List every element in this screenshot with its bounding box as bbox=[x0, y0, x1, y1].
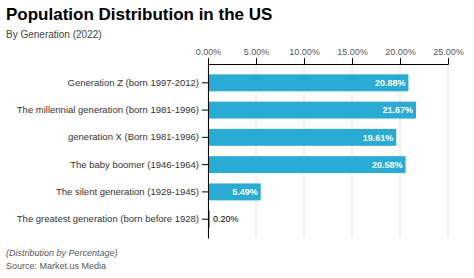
tick-mark bbox=[202, 219, 208, 220]
tick-mark bbox=[202, 137, 208, 138]
tick-label: 20.00% bbox=[385, 47, 416, 57]
tick: 20.00% bbox=[385, 47, 416, 64]
tick-label: 5.00% bbox=[244, 47, 270, 57]
tick-label: generation X (Born 1981-1996) bbox=[68, 131, 199, 142]
x-axis: 0.00% 5.00% 10.00% 15.00% 20.00% 25.00% bbox=[196, 47, 464, 65]
tick: The baby boomer (1946-1964) bbox=[70, 159, 208, 170]
tick-label: 0.00% bbox=[196, 47, 222, 57]
bar bbox=[208, 74, 408, 91]
data-label: 5.49% bbox=[232, 187, 258, 197]
subtitle: By Generation (2022) bbox=[6, 29, 102, 40]
tick-mark bbox=[202, 164, 208, 165]
annotation: (Distribution by Percentage) bbox=[6, 248, 118, 258]
tick: 25.00% bbox=[433, 47, 464, 64]
tick-label: The baby boomer (1946-1964) bbox=[70, 159, 199, 170]
tick-mark bbox=[448, 58, 449, 64]
grid bbox=[208, 64, 448, 238]
bars bbox=[208, 74, 416, 227]
bar bbox=[208, 129, 396, 146]
chart: Population Distribution in the US By Gene… bbox=[0, 0, 474, 278]
tick-label: 10.00% bbox=[289, 47, 320, 57]
tick-mark bbox=[208, 58, 209, 64]
tick-mark bbox=[202, 110, 208, 111]
tick: 0.00% bbox=[196, 47, 222, 64]
data-label: 20.88% bbox=[375, 78, 406, 88]
annotation: Source: Market.us Media bbox=[6, 261, 106, 271]
tick-mark bbox=[304, 58, 305, 64]
tick: 15.00% bbox=[337, 47, 368, 64]
bar bbox=[208, 102, 416, 119]
tick-mark bbox=[202, 191, 208, 192]
tick-label: The silent generation (1929-1945) bbox=[56, 186, 199, 197]
tick-mark bbox=[400, 58, 401, 64]
data-label: 19.61% bbox=[363, 133, 394, 143]
tick-mark bbox=[202, 82, 208, 83]
tick: Generation Z (born 1997-2012) bbox=[68, 77, 209, 88]
plot: 0.20% 5.49% 20.58% 19.61% 21.67% 20.88% 0.00% 5… bbox=[17, 47, 464, 239]
bar bbox=[208, 183, 261, 200]
tick-label: The greatest generation (born before 192… bbox=[17, 213, 199, 224]
bar bbox=[208, 156, 406, 173]
tick: The greatest generation (born before 192… bbox=[17, 213, 208, 224]
axis-line bbox=[209, 58, 449, 65]
tick-mark bbox=[256, 58, 257, 64]
title: Population Distribution in the US bbox=[6, 5, 272, 24]
tick-label: 25.00% bbox=[433, 47, 464, 57]
tick-mark bbox=[352, 58, 353, 64]
data-label: 21.67% bbox=[383, 105, 414, 115]
tick-label: Generation Z (born 1997-2012) bbox=[68, 77, 200, 88]
tick: The silent generation (1929-1945) bbox=[56, 186, 208, 197]
axis-line bbox=[208, 65, 209, 239]
tick: 10.00% bbox=[289, 47, 320, 64]
grid-line bbox=[448, 64, 449, 238]
y-axis: Generation Z (born 1997-2012) The millenn… bbox=[17, 65, 209, 239]
tick: generation X (Born 1981-1996) bbox=[68, 131, 208, 142]
data-label: 20.58% bbox=[372, 160, 403, 170]
grid-line bbox=[208, 64, 209, 238]
tick: The millennial generation (born 1981-199… bbox=[17, 104, 208, 115]
data-label: 0.20% bbox=[213, 214, 239, 224]
tick: 5.00% bbox=[244, 47, 270, 64]
tick-label: The millennial generation (born 1981-199… bbox=[17, 104, 199, 115]
tick-label: 15.00% bbox=[337, 47, 368, 57]
data-labels: 0.20% 5.49% 20.58% 19.61% 21.67% 20.88% bbox=[213, 78, 413, 224]
